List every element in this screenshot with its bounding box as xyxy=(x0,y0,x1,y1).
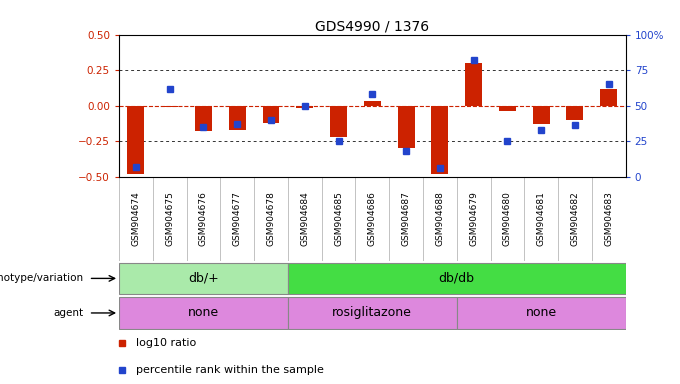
Bar xyxy=(398,106,415,148)
Text: GSM904684: GSM904684 xyxy=(301,192,309,246)
Bar xyxy=(465,63,482,106)
Text: GSM904679: GSM904679 xyxy=(469,192,478,246)
Text: GSM904683: GSM904683 xyxy=(605,192,613,246)
Bar xyxy=(566,106,583,120)
Text: rosiglitazone: rosiglitazone xyxy=(333,306,412,319)
Text: GSM904682: GSM904682 xyxy=(571,192,579,246)
Text: GSM904680: GSM904680 xyxy=(503,192,512,246)
Text: none: none xyxy=(526,306,557,319)
Bar xyxy=(288,297,457,328)
Text: db/db: db/db xyxy=(439,272,475,285)
Bar xyxy=(364,101,381,106)
Bar xyxy=(195,106,212,131)
Bar xyxy=(532,106,549,124)
Text: db/+: db/+ xyxy=(188,272,219,285)
Text: GSM904685: GSM904685 xyxy=(334,192,343,246)
Bar xyxy=(288,263,626,294)
Bar xyxy=(431,106,448,174)
Bar xyxy=(457,297,626,328)
Text: none: none xyxy=(188,306,219,319)
Text: GSM904688: GSM904688 xyxy=(435,192,444,246)
Text: GSM904675: GSM904675 xyxy=(165,192,174,246)
Bar xyxy=(119,297,288,328)
Bar xyxy=(228,106,245,130)
Bar xyxy=(600,89,617,106)
Text: GSM904681: GSM904681 xyxy=(537,192,545,246)
Bar xyxy=(119,263,288,294)
Bar xyxy=(127,106,144,174)
Text: GSM904687: GSM904687 xyxy=(402,192,411,246)
Text: GSM904677: GSM904677 xyxy=(233,192,241,246)
Text: agent: agent xyxy=(54,308,84,318)
Text: GSM904686: GSM904686 xyxy=(368,192,377,246)
Text: percentile rank within the sample: percentile rank within the sample xyxy=(136,365,324,375)
Bar xyxy=(296,106,313,108)
Bar xyxy=(499,106,516,111)
Text: genotype/variation: genotype/variation xyxy=(0,273,84,283)
Title: GDS4990 / 1376: GDS4990 / 1376 xyxy=(316,20,429,33)
Text: GSM904676: GSM904676 xyxy=(199,192,208,246)
Bar xyxy=(262,106,279,122)
Text: GSM904678: GSM904678 xyxy=(267,192,275,246)
Bar xyxy=(330,106,347,137)
Text: GSM904674: GSM904674 xyxy=(131,192,140,246)
Text: log10 ratio: log10 ratio xyxy=(136,338,197,348)
Bar xyxy=(161,106,178,107)
